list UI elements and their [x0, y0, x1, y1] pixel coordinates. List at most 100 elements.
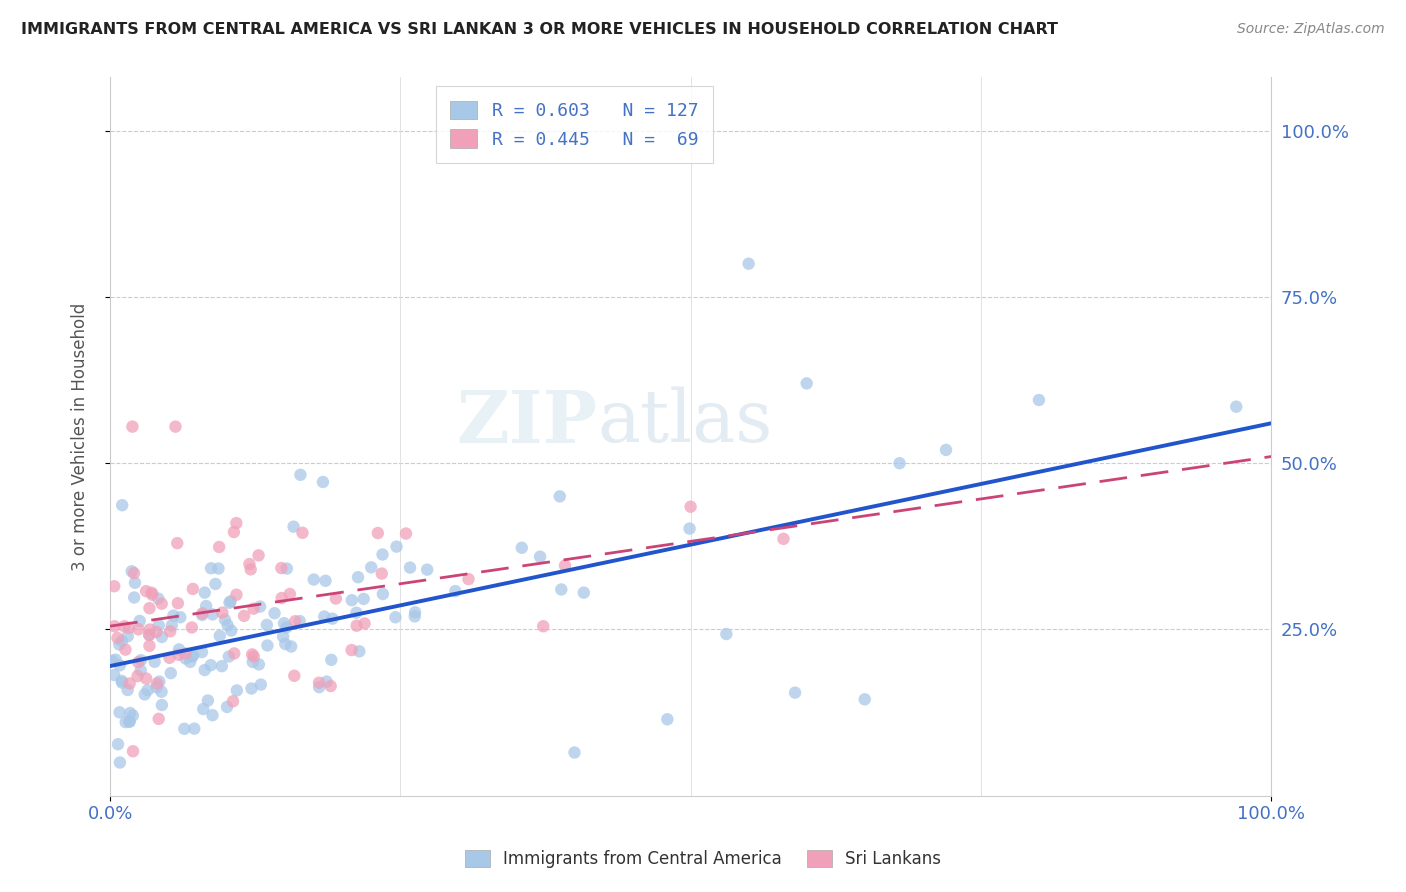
Point	[148, 591, 170, 606]
Point	[319, 679, 342, 693]
Point	[321, 653, 343, 667]
Point	[108, 638, 131, 652]
Point	[159, 666, 181, 681]
Point	[211, 659, 233, 673]
Point	[165, 419, 187, 434]
Point	[219, 594, 242, 608]
Point	[457, 572, 479, 586]
Point	[325, 591, 347, 606]
Point	[529, 549, 551, 564]
Point	[219, 624, 242, 638]
Point	[120, 706, 142, 720]
Point	[107, 737, 129, 751]
Point	[222, 694, 245, 708]
Point	[145, 625, 167, 640]
Text: Source: ZipAtlas.com: Source: ZipAtlas.com	[1237, 22, 1385, 37]
Point	[554, 558, 576, 573]
Point	[118, 714, 141, 729]
Point	[214, 613, 236, 627]
Point	[218, 649, 240, 664]
Point	[271, 630, 294, 644]
Point	[146, 676, 169, 690]
Point	[737, 257, 759, 271]
Point	[103, 619, 125, 633]
Point	[716, 627, 738, 641]
Point	[103, 579, 125, 593]
Point	[207, 561, 229, 575]
Point	[194, 663, 217, 677]
Point	[256, 639, 278, 653]
Point	[122, 566, 145, 581]
Point	[101, 654, 124, 668]
Point	[284, 614, 307, 628]
Point	[108, 756, 131, 770]
Point	[344, 606, 367, 620]
Point	[367, 526, 389, 541]
Point	[564, 746, 586, 760]
Point	[174, 651, 197, 665]
Point	[242, 655, 264, 669]
Point	[194, 585, 217, 599]
Point	[416, 563, 439, 577]
Point	[1225, 400, 1247, 414]
Point	[191, 607, 214, 621]
Point	[249, 599, 271, 614]
Point	[256, 617, 278, 632]
Point	[191, 607, 214, 622]
Point	[134, 687, 156, 701]
Point	[215, 700, 238, 714]
Point	[127, 655, 149, 669]
Point	[138, 627, 160, 641]
Point	[247, 549, 270, 563]
Point	[128, 614, 150, 628]
Point	[150, 630, 173, 644]
Text: ZIP: ZIP	[457, 387, 598, 458]
Point	[167, 596, 190, 610]
Point	[250, 677, 273, 691]
Point	[395, 526, 418, 541]
Point	[201, 607, 224, 622]
Point	[111, 673, 134, 688]
Point	[181, 649, 204, 664]
Point	[384, 610, 406, 624]
Point	[242, 649, 264, 664]
Point	[111, 634, 134, 648]
Point	[108, 706, 131, 720]
Point	[201, 708, 224, 723]
Point	[314, 609, 336, 624]
Point	[225, 683, 247, 698]
Text: atlas: atlas	[598, 387, 773, 458]
Point	[889, 456, 911, 470]
Point	[283, 669, 305, 683]
Point	[353, 591, 375, 606]
Point	[510, 541, 533, 555]
Point	[404, 605, 426, 619]
Point	[404, 609, 426, 624]
Point	[572, 585, 595, 599]
Point	[111, 675, 134, 690]
Point	[371, 587, 394, 601]
Point	[240, 648, 263, 662]
Point	[290, 467, 312, 482]
Point	[122, 591, 145, 605]
Point	[179, 655, 201, 669]
Point	[276, 620, 298, 634]
Point	[108, 658, 131, 673]
Point	[169, 610, 191, 624]
Point	[136, 683, 159, 698]
Point	[121, 564, 143, 578]
Point	[138, 601, 160, 615]
Point	[103, 668, 125, 682]
Point	[222, 524, 245, 539]
Point	[193, 702, 215, 716]
Point	[353, 616, 375, 631]
Point	[208, 629, 231, 643]
Point	[112, 619, 135, 633]
Point	[238, 557, 260, 571]
Point	[531, 619, 554, 633]
Point	[283, 519, 305, 533]
Point	[346, 618, 368, 632]
Point	[312, 475, 335, 489]
Point	[107, 631, 129, 645]
Point	[263, 606, 285, 620]
